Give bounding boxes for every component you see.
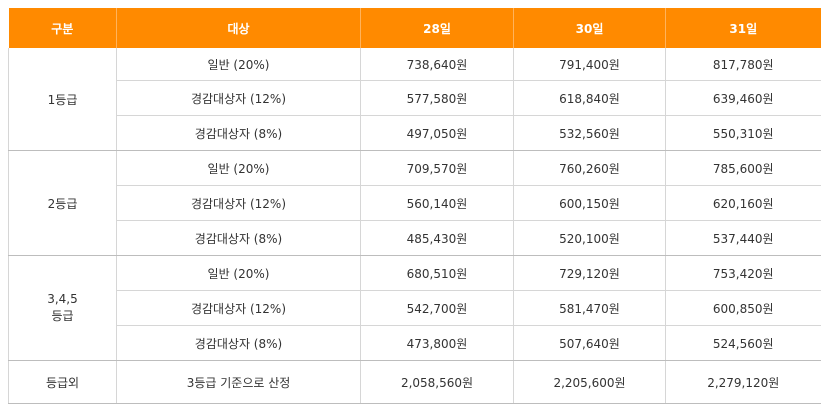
header-30-days: 30일 <box>513 8 666 48</box>
value-28-cell: 2,058,560원 <box>360 360 514 404</box>
target-cell: 경감대상자 (8%) <box>116 115 361 151</box>
value-30-cell: 729,120원 <box>513 255 666 291</box>
grade-cell: 등급외 <box>8 360 117 404</box>
table-row: 경감대상자 (8%) 473,800원 507,640원 524,560원 <box>9 325 821 361</box>
value-30-cell: 2,205,600원 <box>513 360 666 404</box>
header-category: 구분 <box>8 8 117 48</box>
value-30-cell: 618,840원 <box>513 80 666 116</box>
header-31-days: 31일 <box>665 8 821 48</box>
value-30-cell: 532,560원 <box>513 115 666 151</box>
value-31-cell: 785,600원 <box>665 150 821 186</box>
table-row: 3,4,5 등급 일반 (20%) 680,510원 729,120원 753,… <box>8 255 821 361</box>
value-30-cell: 791,400원 <box>513 48 666 81</box>
value-31-cell: 639,460원 <box>665 80 821 116</box>
value-28-cell: 485,430원 <box>360 220 514 256</box>
grade-cell: 2등급 <box>8 150 117 256</box>
table-row: 경감대상자 (12%) 577,580원 618,840원 639,460원 <box>9 80 821 116</box>
table-row: 등급외 3등급 기준으로 산정 2,058,560원 2,205,600원 2,… <box>8 360 821 404</box>
value-31-cell: 620,160원 <box>665 185 821 221</box>
grade-cell: 3,4,5 등급 <box>8 255 117 361</box>
grade-line-1: 3,4,5 <box>47 292 78 306</box>
header-target: 대상 <box>116 8 361 48</box>
target-cell: 일반 (20%) <box>116 150 361 186</box>
value-30-cell: 507,640원 <box>513 325 666 361</box>
target-cell: 경감대상자 (8%) <box>116 220 361 256</box>
value-31-cell: 524,560원 <box>665 325 821 361</box>
value-28-cell: 497,050원 <box>360 115 514 151</box>
value-31-cell: 550,310원 <box>665 115 821 151</box>
header-row: 구분 대상 28일 30일 31일 <box>8 8 821 48</box>
value-31-cell: 753,420원 <box>665 255 821 291</box>
target-cell: 경감대상자 (12%) <box>116 290 361 326</box>
value-28-cell: 738,640원 <box>360 48 514 81</box>
grade-cell: 1등급 <box>8 48 117 151</box>
grade-line-2: 등급 <box>51 309 74 323</box>
value-30-cell: 520,100원 <box>513 220 666 256</box>
header-28-days: 28일 <box>360 8 514 48</box>
target-cell: 일반 (20%) <box>116 255 361 291</box>
value-31-cell: 600,850원 <box>665 290 821 326</box>
value-31-cell: 537,440원 <box>665 220 821 256</box>
table-row: 경감대상자 (8%) 485,430원 520,100원 537,440원 <box>9 220 821 256</box>
value-28-cell: 473,800원 <box>360 325 514 361</box>
value-30-cell: 581,470원 <box>513 290 666 326</box>
target-cell: 경감대상자 (12%) <box>116 185 361 221</box>
value-28-cell: 577,580원 <box>360 80 514 116</box>
table-row: 경감대상자 (8%) 497,050원 532,560원 550,310원 <box>9 115 821 151</box>
value-28-cell: 542,700원 <box>360 290 514 326</box>
target-cell: 3등급 기준으로 산정 <box>116 360 361 404</box>
value-31-cell: 2,279,120원 <box>665 360 821 404</box>
price-table: 구분 대상 28일 30일 31일 1등급 일반 (20%) 738,640원 … <box>8 8 821 404</box>
value-31-cell: 817,780원 <box>665 48 821 81</box>
table-row: 2등급 일반 (20%) 709,570원 760,260원 785,600원 <box>8 150 821 256</box>
table-row: 1등급 일반 (20%) 738,640원 791,400원 817,780원 <box>8 48 821 151</box>
target-cell: 일반 (20%) <box>116 48 361 81</box>
value-28-cell: 560,140원 <box>360 185 514 221</box>
value-30-cell: 760,260원 <box>513 150 666 186</box>
target-cell: 경감대상자 (12%) <box>116 80 361 116</box>
table-row: 경감대상자 (12%) 560,140원 600,150원 620,160원 <box>9 185 821 221</box>
value-30-cell: 600,150원 <box>513 185 666 221</box>
target-cell: 경감대상자 (8%) <box>116 325 361 361</box>
value-28-cell: 709,570원 <box>360 150 514 186</box>
value-28-cell: 680,510원 <box>360 255 514 291</box>
table-row: 경감대상자 (12%) 542,700원 581,470원 600,850원 <box>9 290 821 326</box>
